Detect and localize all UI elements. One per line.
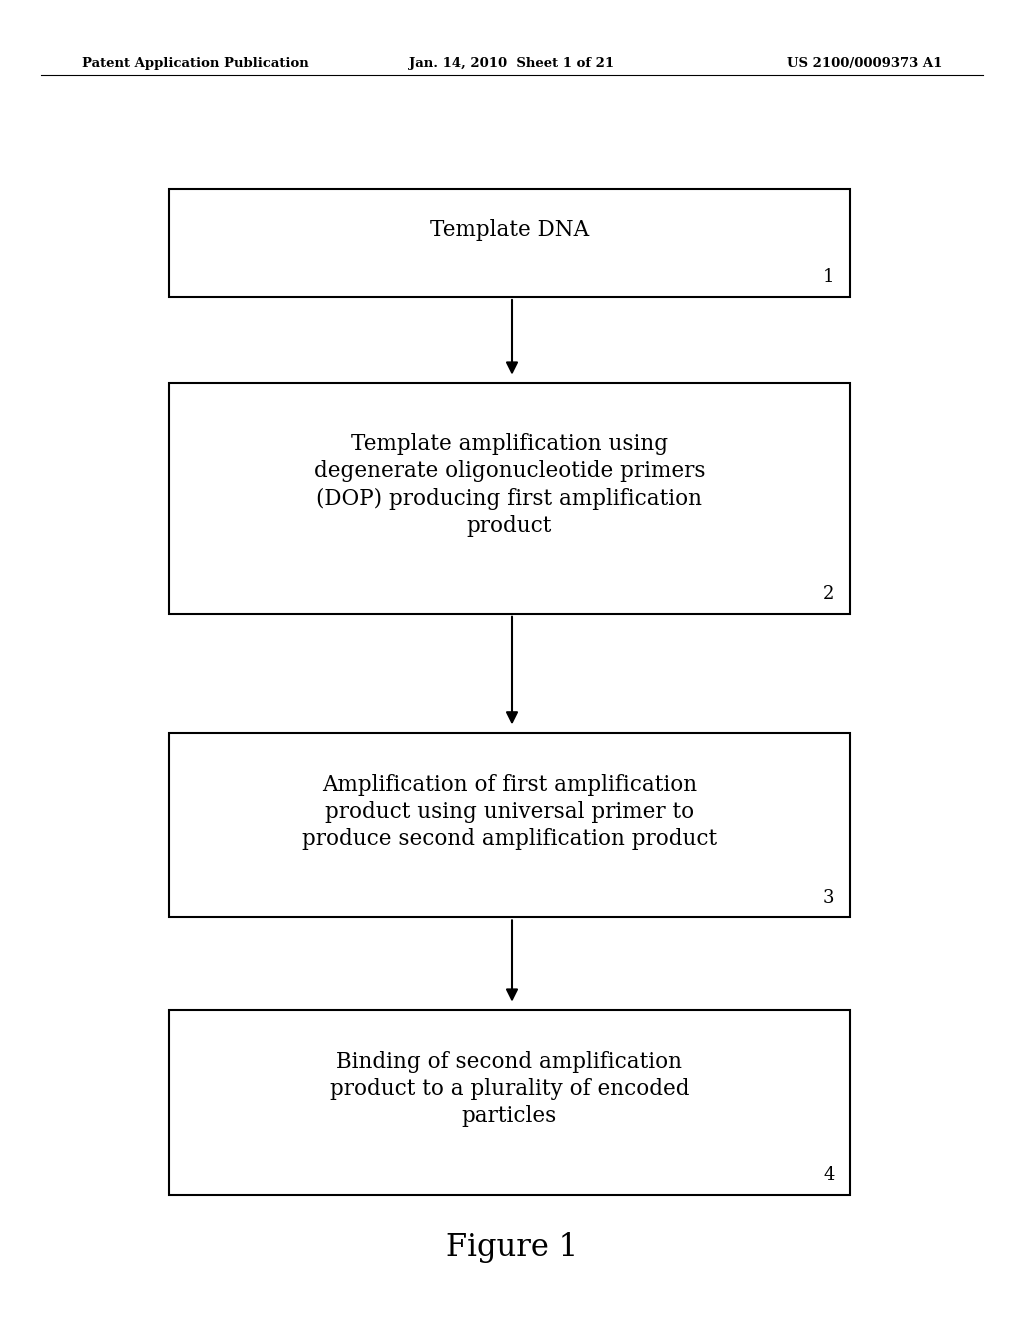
Text: Jan. 14, 2010  Sheet 1 of 21: Jan. 14, 2010 Sheet 1 of 21 — [410, 57, 614, 70]
Text: US 2100/0009373 A1: US 2100/0009373 A1 — [786, 57, 942, 70]
Text: 1: 1 — [823, 268, 835, 286]
Text: 2: 2 — [823, 585, 835, 603]
Bar — [169, 383, 850, 614]
Text: 4: 4 — [823, 1166, 835, 1184]
Bar — [169, 733, 850, 917]
Text: Template DNA: Template DNA — [430, 219, 589, 240]
Bar — [169, 189, 850, 297]
Bar — [169, 1010, 850, 1195]
Text: Patent Application Publication: Patent Application Publication — [82, 57, 308, 70]
Text: 3: 3 — [823, 888, 835, 907]
Text: Amplification of first amplification
product using universal primer to
produce s: Amplification of first amplification pro… — [302, 774, 717, 850]
Text: Figure 1: Figure 1 — [445, 1232, 579, 1263]
Text: Template amplification using
degenerate oligonucleotide primers
(DOP) producing : Template amplification using degenerate … — [313, 433, 706, 537]
Text: Binding of second amplification
product to a plurality of encoded
particles: Binding of second amplification product … — [330, 1051, 689, 1127]
